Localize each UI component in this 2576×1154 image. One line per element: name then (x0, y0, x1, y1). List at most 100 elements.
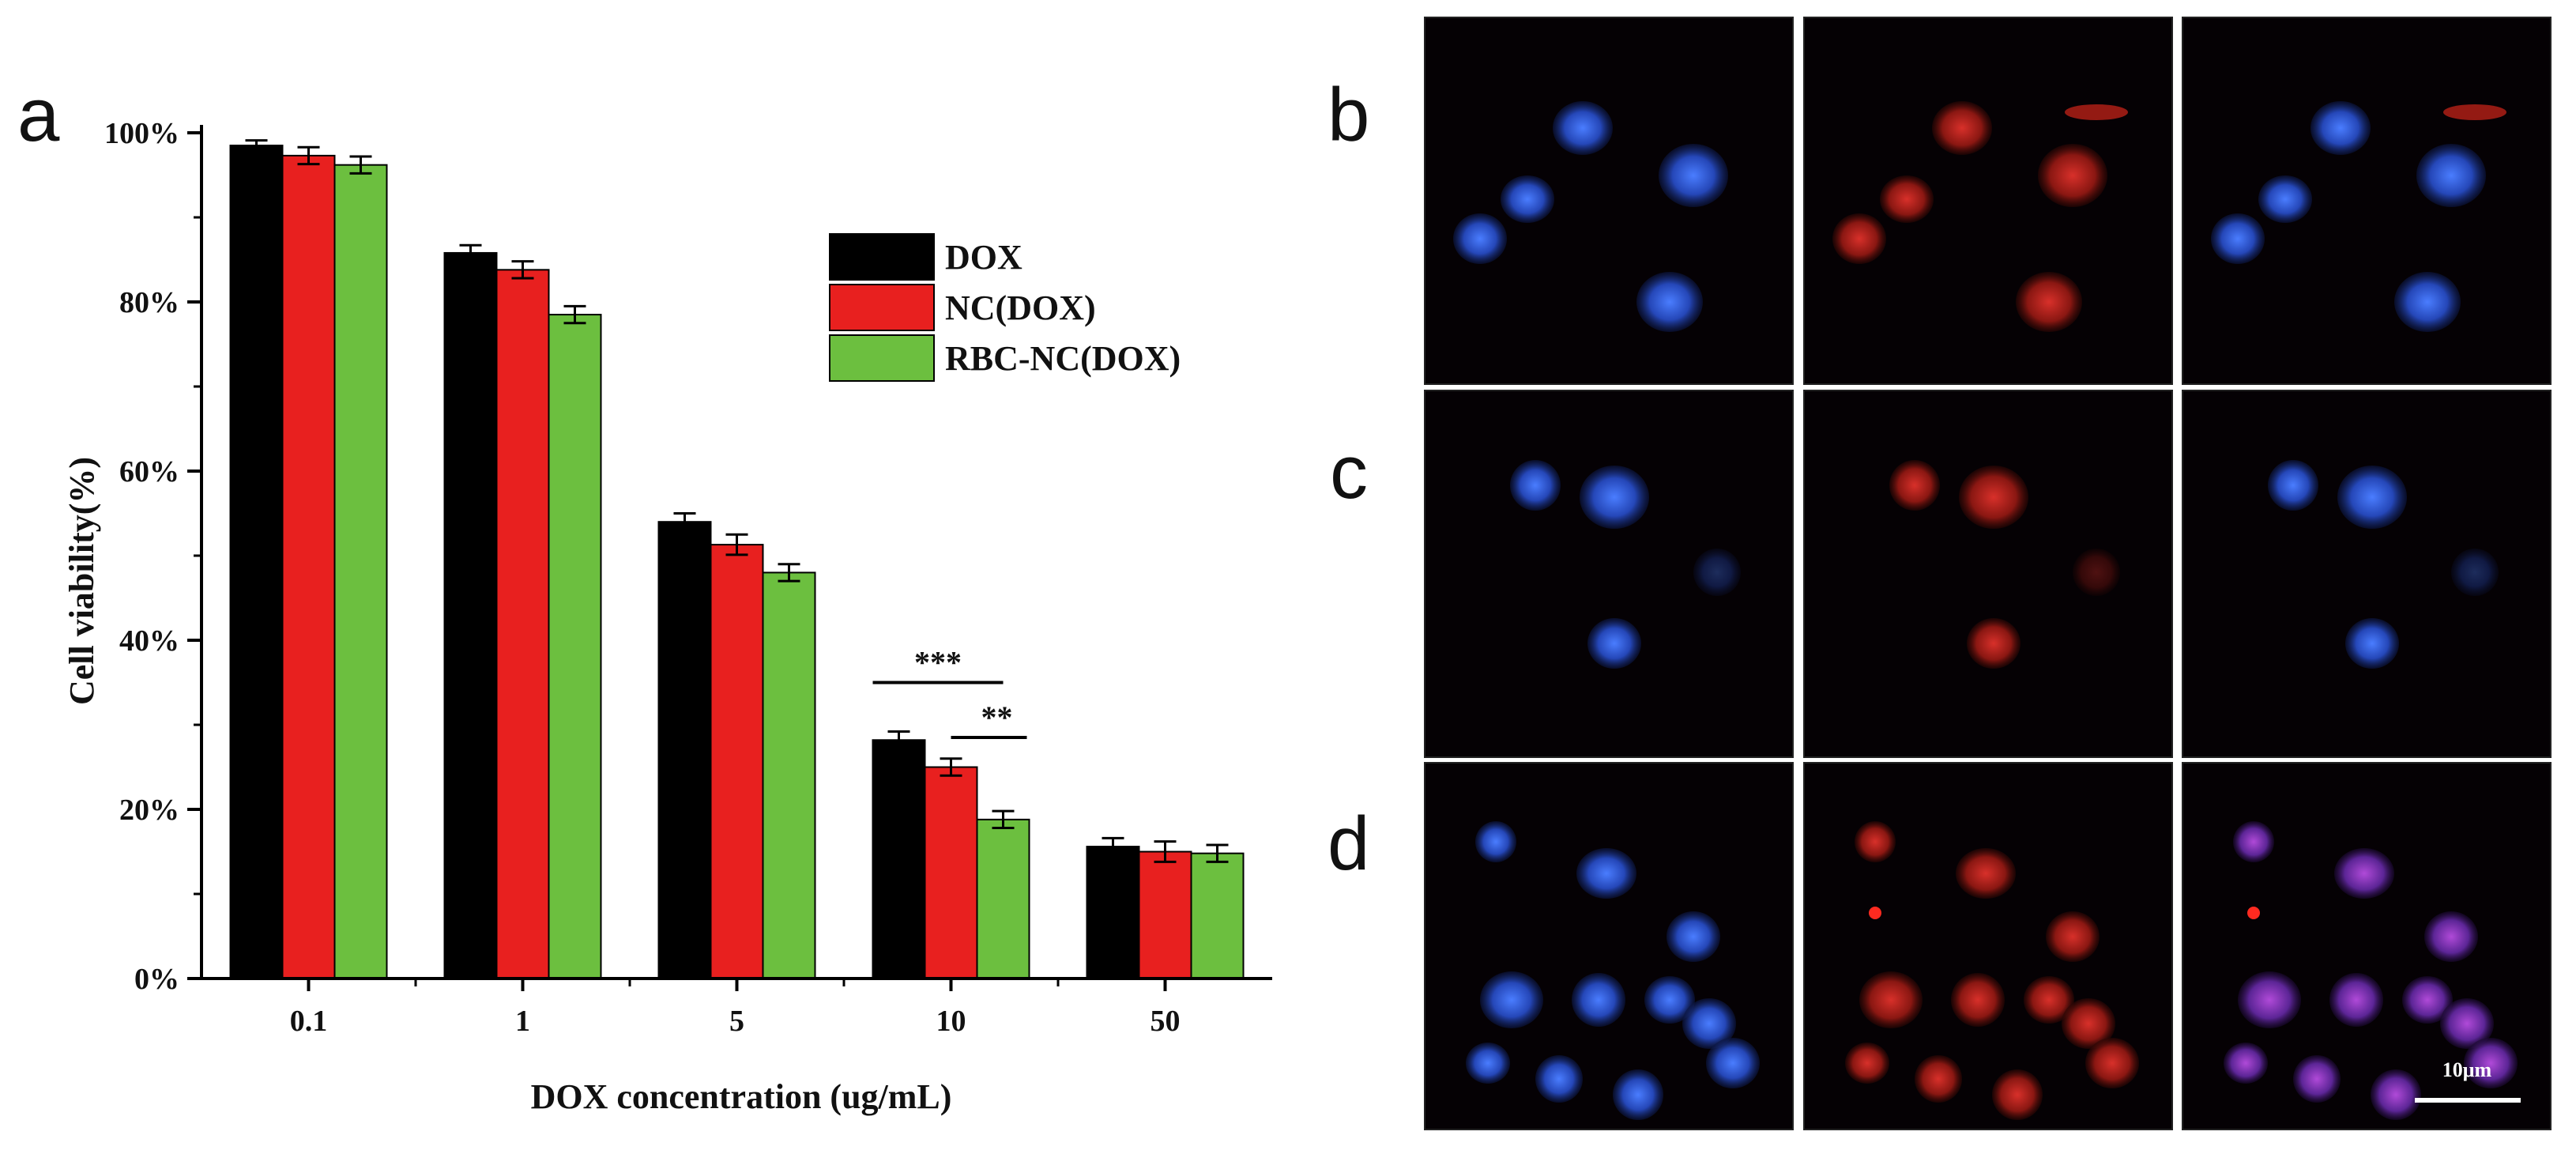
cell-nucleus (2402, 976, 2453, 1024)
cell-nucleus (1587, 618, 1641, 669)
y-tick-label: 20% (119, 794, 179, 827)
red-speck (2443, 104, 2506, 120)
cell-nucleus (1967, 618, 2021, 669)
x-tick-label: 1 (515, 1005, 530, 1038)
significance-label: ** (981, 700, 1013, 735)
x-tick-label: 50 (1151, 1005, 1181, 1038)
cell-nucleus (1636, 272, 1703, 332)
bar-dox-0.1 (229, 145, 284, 979)
panel-label-c: c (1330, 430, 1368, 515)
legend-swatch (829, 233, 935, 281)
x-tick-label: 0.1 (290, 1005, 328, 1038)
microscopy-grid (1424, 17, 2552, 1130)
y-tick-label: 60% (119, 455, 179, 488)
y-tick-label: 40% (119, 624, 179, 658)
cell-nucleus (2046, 911, 2100, 962)
micrograph-c-2 (1803, 390, 2173, 758)
red-speck (2065, 104, 2128, 120)
cell-nucleus (2085, 1038, 2139, 1088)
y-tick-label: 80% (119, 286, 179, 319)
cell-nucleus (1845, 1043, 1889, 1084)
cell-nucleus (1553, 101, 1613, 155)
bar-rbc-nc-dox--5 (762, 571, 816, 979)
micrograph-d-3 (2182, 762, 2552, 1130)
bar-nc-dox--0.1 (281, 154, 336, 979)
cell-nucleus (2211, 213, 2265, 264)
cell-nucleus (2268, 460, 2318, 511)
cell-nucleus (2038, 144, 2107, 207)
cell-nucleus (2371, 1069, 2421, 1120)
panel-label-a: a (17, 73, 60, 157)
cell-nucleus (2073, 549, 2120, 596)
cell-nucleus (1466, 1043, 1510, 1084)
bar-nc-dox--10 (924, 766, 978, 979)
cell-nucleus (2440, 998, 2494, 1049)
cell-nucleus (2233, 821, 2274, 862)
legend-swatch (829, 334, 935, 382)
micrograph-d-1 (1424, 762, 1794, 1130)
cell-nucleus (2345, 618, 2399, 669)
bar-dox-1 (443, 251, 498, 979)
cell-nucleus (1480, 971, 1543, 1028)
cell-nucleus (1453, 213, 1507, 264)
bar-nc-dox--1 (495, 269, 550, 979)
cell-nucleus (2258, 175, 2312, 223)
panel-label-b: b (1328, 73, 1369, 157)
cell-nucleus (1501, 175, 1554, 223)
cell-nucleus (2024, 976, 2074, 1024)
cell-nucleus (1889, 460, 1940, 511)
cell-nucleus (1535, 1055, 1583, 1103)
cell-nucleus (2062, 998, 2115, 1049)
micrograph-c-1 (1424, 390, 1794, 758)
cell-nucleus (1613, 1069, 1663, 1120)
significance-annotations: ***** (872, 645, 1027, 740)
scale-bar-label: 10μm (2442, 1058, 2492, 1081)
bar-rbc-nc-dox--50 (1190, 852, 1245, 980)
cell-nucleus (1992, 1069, 2043, 1120)
bar-dox-10 (872, 739, 926, 979)
x-axis-title: DOX concentration (ug/mL) (531, 1077, 952, 1116)
cell-nucleus (1666, 911, 1720, 962)
panel-label-d: d (1328, 801, 1369, 886)
cell-nucleus (2451, 549, 2499, 596)
bar-rbc-nc-dox--1 (548, 314, 602, 979)
cell-nucleus (1932, 101, 1992, 155)
micrograph-b-3 (2182, 17, 2552, 385)
cell-nucleus (1580, 466, 1649, 529)
cell-nucleus (2329, 973, 2383, 1027)
legend-swatch (829, 284, 935, 331)
cell-nucleus (2337, 466, 2407, 529)
cell-nucleus (1956, 848, 2016, 899)
cell-nucleus (2416, 144, 2486, 207)
significance-label: *** (914, 645, 962, 681)
micrograph-background (1803, 17, 2173, 385)
bar-nc-dox--50 (1138, 850, 1192, 979)
cell-nucleus (1855, 821, 1896, 862)
micrograph-b-1 (1424, 17, 1794, 385)
cell-nucleus (1859, 971, 1923, 1028)
cell-nucleus (1951, 973, 2005, 1027)
cell-nucleus (2238, 971, 2301, 1028)
micrograph-b-2 (1803, 17, 2173, 385)
cell-nucleus (1510, 460, 1561, 511)
cell-nucleus (2293, 1055, 2341, 1103)
bar-rbc-nc-dox--10 (976, 818, 1030, 979)
y-tick-label: 0% (134, 963, 179, 996)
cell-nucleus (2424, 911, 2478, 962)
legend-label: DOX (945, 238, 1022, 277)
red-speck (2247, 907, 2260, 919)
cell-nucleus (1693, 549, 1741, 596)
red-speck (1869, 907, 1881, 919)
cell-nucleus (1572, 973, 1625, 1027)
cell-nucleus (1659, 144, 1728, 207)
micrograph-c-3 (2182, 390, 2552, 758)
micrograph-background (2182, 17, 2552, 385)
cell-nucleus (1880, 175, 1934, 223)
bar-dox-50 (1086, 846, 1140, 979)
legend-label: NC(DOX) (945, 288, 1096, 327)
bar-dox-5 (657, 521, 712, 979)
x-tick-label: 5 (729, 1005, 744, 1038)
cell-nucleus (1959, 466, 2028, 529)
cell-nucleus (1644, 976, 1695, 1024)
